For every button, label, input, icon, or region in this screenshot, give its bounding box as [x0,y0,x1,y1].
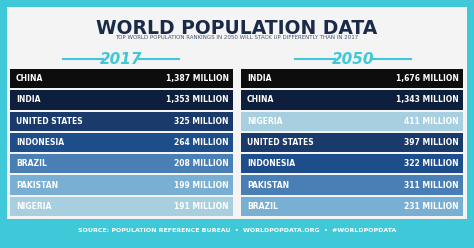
Bar [241,133,463,152]
Text: CHINA: CHINA [247,95,274,104]
Text: 1,353 MILLION: 1,353 MILLION [166,95,229,104]
Text: INDONESIA: INDONESIA [247,159,295,168]
Bar [241,90,463,110]
Text: BRAZIL: BRAZIL [247,202,278,211]
Text: INDONESIA: INDONESIA [16,138,64,147]
Bar [10,154,233,173]
Text: WORLD POPULATION DATA: WORLD POPULATION DATA [96,19,378,38]
Bar [10,197,233,216]
Bar [10,112,233,131]
Bar [10,175,233,195]
Text: 322 MILLION: 322 MILLION [404,159,459,168]
Text: 411 MILLION: 411 MILLION [404,117,459,126]
Text: PAKISTAN: PAKISTAN [16,181,58,189]
Text: 2050: 2050 [332,52,374,66]
Text: 264 MILLION: 264 MILLION [174,138,229,147]
Text: BRAZIL: BRAZIL [16,159,47,168]
Text: INDIA: INDIA [16,95,40,104]
Text: PAKISTAN: PAKISTAN [247,181,289,189]
Text: 199 MILLION: 199 MILLION [174,181,229,189]
Text: 231 MILLION: 231 MILLION [404,202,459,211]
Bar [241,197,463,216]
Bar [241,69,463,88]
Text: 325 MILLION: 325 MILLION [174,117,229,126]
Text: SOURCE: POPULATION REFERENCE BUREAU  •  WORLDPOPDATA.ORG  •  #WORLDPOPDATA: SOURCE: POPULATION REFERENCE BUREAU • WO… [78,227,396,233]
Text: 311 MILLION: 311 MILLION [404,181,459,189]
Text: UNITED STATES: UNITED STATES [16,117,82,126]
Text: 208 MILLION: 208 MILLION [174,159,229,168]
Text: NIGERIA: NIGERIA [16,202,52,211]
Text: 1,387 MILLION: 1,387 MILLION [166,74,229,83]
Text: UNITED STATES: UNITED STATES [247,138,314,147]
Bar [241,112,463,131]
Text: INDIA: INDIA [247,74,272,83]
Bar [10,133,233,152]
Text: 1,676 MILLION: 1,676 MILLION [396,74,459,83]
Bar [241,175,463,195]
Bar [241,154,463,173]
Text: CHINA: CHINA [16,74,44,83]
Text: 2017: 2017 [100,52,142,66]
Text: 1,343 MILLION: 1,343 MILLION [396,95,459,104]
Text: NIGERIA: NIGERIA [247,117,283,126]
Bar [10,69,233,88]
Text: TOP WORLD POPULATION RANKINGS IN 2050 WILL STACK UP DIFFERENTLY THAN IN 2017: TOP WORLD POPULATION RANKINGS IN 2050 WI… [115,35,359,40]
Bar [10,90,233,110]
Text: 191 MILLION: 191 MILLION [174,202,229,211]
Text: 397 MILLION: 397 MILLION [404,138,459,147]
Bar [7,219,467,241]
